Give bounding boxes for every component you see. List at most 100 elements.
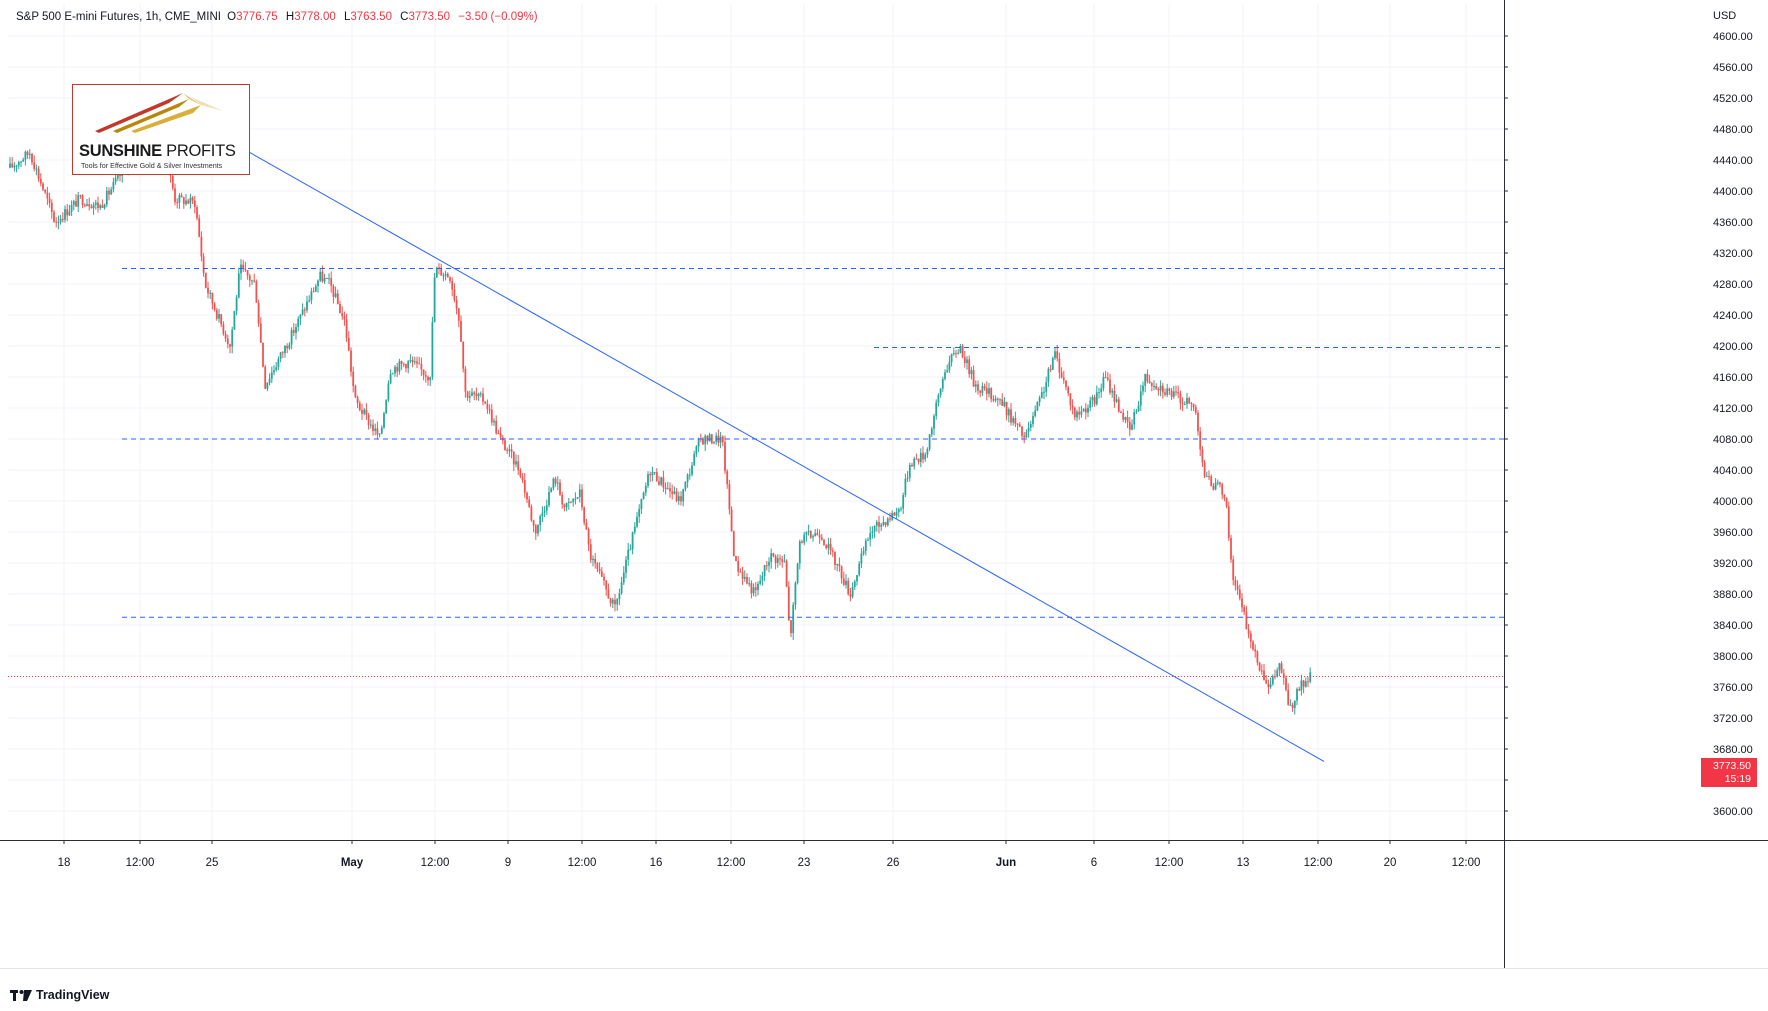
candle-body (358, 402, 361, 410)
candle-body (1238, 589, 1241, 599)
candle-body (1254, 649, 1257, 652)
candle-body (702, 438, 704, 445)
candle-body (1247, 629, 1250, 634)
candle-body (1282, 673, 1285, 678)
candle-body (805, 532, 808, 535)
candle-body (429, 377, 432, 381)
candle-body (420, 363, 423, 370)
candle-body (680, 496, 682, 502)
candle-body (732, 531, 735, 557)
candle-body (748, 583, 751, 585)
candle-body (651, 472, 654, 476)
candle-body (1018, 424, 1021, 427)
candle-body (671, 491, 674, 494)
x-tick-label: 12:00 (126, 857, 155, 869)
candle-body (1252, 641, 1254, 650)
candle-body (550, 488, 553, 493)
candle-body (438, 267, 440, 269)
logo-name: SUNSHINE PROFITS (79, 142, 236, 160)
candle-body (288, 344, 291, 349)
candle-body (684, 481, 687, 490)
candle-body (1093, 397, 1096, 405)
candle-body (928, 434, 931, 449)
candle-body (930, 428, 933, 435)
y-tick-label: 4560.00 (1713, 62, 1753, 74)
candle-body (394, 366, 396, 374)
candle-body (644, 485, 647, 493)
candle-body (213, 303, 216, 311)
candle-body (798, 541, 801, 564)
candle-body (988, 388, 990, 394)
candle-body (103, 204, 106, 208)
candle-body (31, 154, 33, 163)
x-tick-label: 23 (798, 857, 811, 869)
candle-body (517, 461, 520, 471)
candle-body (75, 201, 77, 207)
candle-body (763, 565, 766, 576)
tradingview-footer[interactable]: TradingView (10, 988, 109, 1002)
candle-body (572, 498, 575, 502)
candle-body (609, 598, 612, 604)
candle-body (636, 516, 638, 527)
x-tick-label: 25 (206, 857, 219, 869)
candle-body (185, 200, 187, 205)
candle-body (908, 464, 911, 478)
candle-body (721, 436, 724, 443)
candle-body (1159, 385, 1162, 391)
candle-body (350, 350, 352, 372)
candle-body (939, 388, 942, 395)
candle-body (552, 478, 555, 489)
candle-body (994, 398, 997, 401)
candle-body (495, 420, 498, 434)
candle-body (1289, 704, 1292, 706)
candle-body (466, 391, 469, 398)
candle-body (497, 433, 500, 435)
candle-body (508, 449, 511, 451)
y-tick-label: 4400.00 (1713, 186, 1753, 198)
candle-body (68, 211, 71, 216)
candle-body (363, 409, 366, 414)
candle-body (1084, 408, 1087, 413)
candle-body (94, 202, 97, 205)
candle-body (737, 560, 740, 572)
candle-body (50, 202, 53, 213)
candle-body (1023, 435, 1026, 438)
candle-body (565, 502, 568, 508)
candle-body (1181, 402, 1184, 405)
candle-body (270, 372, 273, 379)
candle-body (526, 492, 528, 500)
candle-body (675, 491, 678, 501)
candle-body (1208, 476, 1210, 478)
y-tick-label: 4200.00 (1713, 341, 1753, 353)
candle-body (1001, 399, 1004, 406)
candle-body (422, 369, 425, 376)
candle-body (376, 428, 379, 435)
candle-body (189, 197, 192, 204)
candle-body (926, 448, 929, 455)
candle-body (1201, 449, 1204, 463)
candle-body (1267, 683, 1270, 688)
candle-body (1296, 688, 1298, 701)
candle-body (1225, 498, 1228, 507)
y-tick-label: 3800.00 (1713, 651, 1753, 663)
x-tick-label: 12:00 (1304, 857, 1333, 869)
x-tick-label: 16 (650, 857, 663, 869)
candle-body (182, 197, 185, 205)
candle-body (537, 525, 539, 534)
candle-body (266, 382, 269, 389)
candle-body (545, 505, 548, 511)
y-tick-label: 3880.00 (1713, 589, 1753, 601)
candle-body (825, 545, 828, 549)
candle-body (1139, 391, 1142, 406)
currency-label[interactable]: USD (1713, 10, 1737, 22)
candle-body (807, 531, 810, 533)
candle-body (1212, 485, 1215, 490)
candle-body (1003, 401, 1006, 406)
y-tick-label: 3720.00 (1713, 713, 1753, 725)
candle-body (367, 414, 370, 426)
candle-body (233, 311, 236, 330)
candle-body (834, 551, 836, 565)
x-tick-label: Jun (996, 857, 1016, 869)
close-value: 3773.50 (408, 11, 451, 23)
